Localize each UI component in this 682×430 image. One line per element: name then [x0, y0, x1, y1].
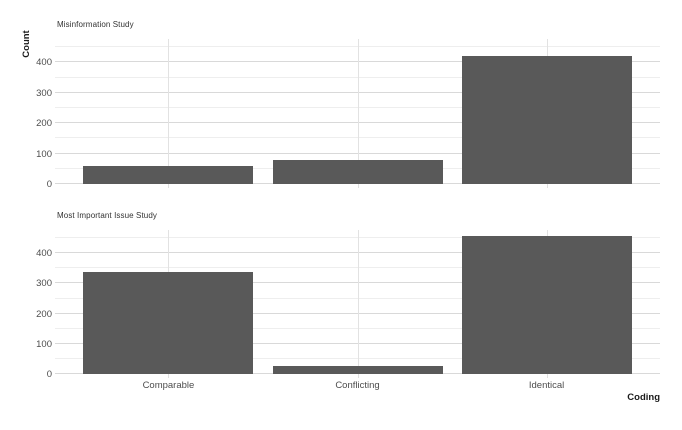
- x-tick-mark: [357, 374, 359, 378]
- y-tick-label: 300: [36, 87, 52, 99]
- y-axis-title: Count: [21, 30, 32, 58]
- bar-conflicting: [272, 366, 443, 374]
- y-tick-label: 0: [46, 369, 52, 380]
- x-tick-mark: [357, 184, 359, 188]
- bar-comparable: [83, 165, 254, 184]
- facet-panel-most-important-issue-study: [55, 230, 660, 374]
- y-tick-label: 300: [36, 278, 52, 290]
- x-tick-label-comparable: Comparable: [142, 380, 195, 391]
- y-tick-label: 100: [36, 148, 52, 160]
- vertical-gridline: [168, 39, 170, 184]
- facet-title-misinformation-study: Misinformation Study: [57, 20, 134, 29]
- y-tick-label: 200: [36, 118, 52, 130]
- x-tick-mark: [546, 184, 548, 188]
- bar-comparable: [83, 272, 254, 374]
- y-tick-label: 200: [36, 308, 52, 320]
- x-axis-title: Coding: [627, 392, 660, 403]
- bar-identical: [461, 235, 632, 374]
- x-tick-mark: [546, 374, 548, 378]
- y-tick-label: 100: [36, 338, 52, 350]
- x-tick-mark: [168, 374, 170, 378]
- vertical-gridline: [357, 39, 359, 184]
- facet-title-most-important-issue-study: Most Important Issue Study: [57, 211, 157, 220]
- vertical-gridline: [357, 230, 359, 374]
- y-tick-label: 400: [36, 57, 52, 69]
- x-tick-mark: [168, 184, 170, 188]
- x-tick-label-conflicting: Conflicting: [335, 380, 380, 391]
- x-tick-label-identical: Identical: [528, 380, 565, 391]
- y-tick-label: 0: [46, 179, 52, 190]
- bar-identical: [461, 56, 632, 184]
- y-tick-label: 400: [36, 248, 52, 260]
- facet-panel-misinformation-study: [55, 39, 660, 184]
- bar-conflicting: [272, 159, 443, 184]
